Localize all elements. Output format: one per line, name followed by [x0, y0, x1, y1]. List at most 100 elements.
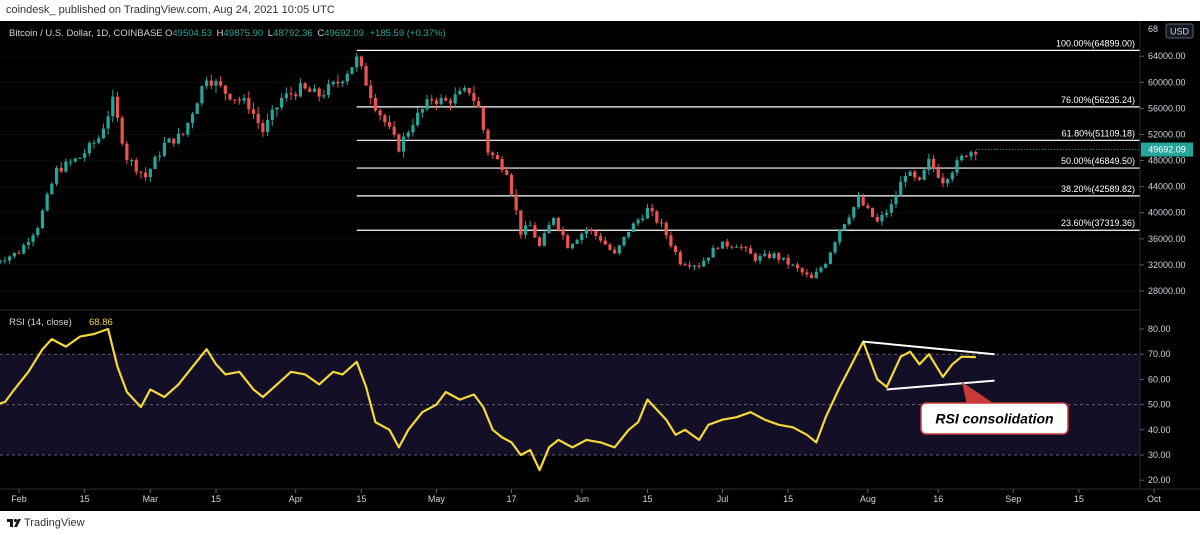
- annotation-box: [920, 402, 1069, 435]
- candle-body: [45, 194, 49, 211]
- candle-body: [453, 94, 457, 104]
- candle-body: [172, 138, 176, 144]
- candle-body: [68, 161, 73, 163]
- candle-body: [467, 88, 471, 94]
- candle-body: [730, 246, 734, 248]
- candle-body: [303, 83, 307, 89]
- fib-level-label: 100.00%(64899.00): [1056, 38, 1135, 48]
- candle-body: [580, 233, 584, 240]
- candle-body: [744, 247, 748, 249]
- candle-body: [275, 107, 279, 110]
- candle-body: [927, 158, 931, 170]
- candle-body: [261, 122, 265, 133]
- currency-badge[interactable]: USD: [1165, 23, 1194, 39]
- candle-body: [716, 247, 720, 249]
- candle-body: [54, 167, 59, 184]
- time-axis-label: 16: [933, 494, 943, 504]
- candle-body: [312, 88, 317, 92]
- candle-body: [223, 85, 227, 94]
- price-axis-label: 60000.00: [1148, 77, 1186, 87]
- rsi-trendline[interactable]: [886, 379, 995, 391]
- candle-body: [434, 100, 439, 104]
- candle-body: [251, 109, 256, 114]
- candle-body: [289, 93, 293, 95]
- candle-body: [885, 212, 889, 215]
- candle-body: [941, 177, 945, 184]
- candle-body: [908, 171, 912, 176]
- candle-body: [706, 257, 711, 261]
- time-axis: Feb 15 Mar 15 Apr 15 May 17 Jun 15 Jul 15 Aug 16 Sep 15…: [11, 489, 1161, 504]
- rsi-trendline[interactable]: [863, 340, 995, 356]
- candle-body: [509, 174, 514, 195]
- candle-body: [528, 225, 532, 227]
- tradingview-brand-text[interactable]: TradingView: [24, 517, 85, 529]
- candle-body: [420, 109, 424, 113]
- candle-body: [219, 81, 223, 86]
- price-axis-label: 40000.00: [1148, 208, 1186, 218]
- candle-body: [148, 169, 152, 178]
- chart-area[interactable]: 100.00%(64899.00) 76.00%(56235.24) 61.80%(…: [0, 21, 1200, 511]
- candle-body: [913, 171, 917, 178]
- time-axis-label: Jul: [717, 494, 729, 504]
- candle-body: [92, 142, 96, 144]
- candle-body: [810, 274, 814, 279]
- candle-body: [814, 271, 818, 279]
- candle-body: [158, 155, 162, 157]
- candle-body: [617, 245, 621, 254]
- candle-body: [552, 217, 556, 225]
- candle-body: [214, 81, 218, 86]
- candle-body: [608, 244, 612, 250]
- candle-body: [758, 255, 762, 261]
- candle-body: [889, 204, 893, 213]
- candle-body: [645, 207, 650, 219]
- chart-canvas[interactable]: 100.00%(64899.00) 76.00%(56235.24) 61.80%(…: [0, 21, 1200, 511]
- candle-body: [791, 264, 795, 266]
- price-legend: Bitcoin / U.S. Dollar, 1D, COINBASE O495…: [9, 28, 446, 39]
- candle-body: [144, 172, 148, 178]
- price-axis-label: 28000.00: [1148, 286, 1186, 296]
- candle-body: [800, 268, 804, 273]
- candle-body: [763, 253, 767, 256]
- candle-body: [350, 67, 354, 74]
- candle-body: [720, 241, 725, 249]
- candle-body: [36, 228, 40, 236]
- time-axis-label: May: [428, 494, 446, 504]
- candle-body: [561, 229, 565, 236]
- published-by-text: coindesk_ published on TradingView.com, …: [6, 4, 335, 16]
- price-axis-label: 48000.00: [1148, 156, 1186, 166]
- candle-body: [265, 120, 270, 133]
- candle-body: [120, 117, 124, 144]
- candle-body: [570, 243, 575, 249]
- rsi-value: 68.86: [89, 317, 113, 328]
- time-axis-label: Oct: [1147, 494, 1162, 504]
- candle-body: [237, 99, 242, 101]
- rsi-consolidation-annotation: RSI consolidation: [920, 382, 1069, 435]
- candle-body: [688, 265, 692, 267]
- rsi-title: RSI (14, close): [9, 317, 72, 328]
- candle-body: [589, 229, 593, 232]
- top-partial-price-label: 68: [1148, 24, 1158, 34]
- candle-body: [950, 172, 954, 180]
- time-axis-label: Jun: [575, 494, 590, 504]
- rsi-axis-label: 40.00: [1148, 425, 1171, 435]
- candle-body: [875, 216, 879, 222]
- candle-body: [8, 256, 12, 261]
- candle-body: [462, 88, 467, 91]
- candle-body: [842, 224, 847, 231]
- candle-body: [955, 160, 959, 173]
- candle-body: [12, 252, 16, 257]
- time-axis-label: 15: [783, 494, 793, 504]
- candle-body: [111, 96, 115, 117]
- candle-body: [523, 225, 528, 235]
- candle-body: [444, 98, 448, 101]
- symbol-title: Bitcoin / U.S. Dollar, 1D, COINBASE: [9, 28, 163, 39]
- candle-body: [129, 159, 134, 161]
- candle-body: [64, 161, 68, 172]
- candle-body: [838, 230, 842, 243]
- candle-body: [739, 246, 743, 248]
- candle-body: [294, 94, 298, 97]
- candle-body: [359, 56, 363, 67]
- tradingview-logo-icon[interactable]: [6, 515, 22, 531]
- candle-body: [852, 206, 856, 218]
- candle-body: [242, 98, 246, 101]
